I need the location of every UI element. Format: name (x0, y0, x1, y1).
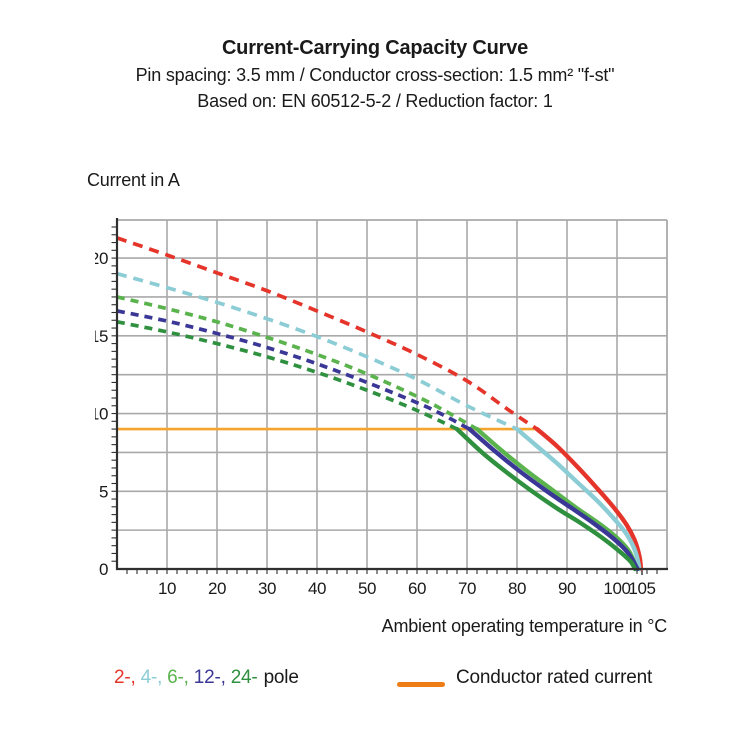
legend-pole-1: 2-, (114, 667, 136, 688)
x-tick-label: 90 (558, 579, 576, 598)
rated-current-line-swatch (397, 682, 445, 687)
legend-pole-items: 2-, 4-, 6-, 12-, 24- (114, 667, 263, 688)
y-tick-label: 15 (95, 327, 108, 346)
x-tick-label: 10 (158, 579, 176, 598)
series-24-pole-dashed (116, 320, 458, 431)
x-tick-label: 40 (308, 579, 326, 598)
y-axis-title: Current in A (87, 170, 180, 190)
x-tick-label: 105 (628, 579, 655, 598)
legend-pole-2: 4-, (140, 667, 163, 688)
series-4-pole-solid (514, 426, 642, 572)
legend-pole-5: 24- (230, 667, 258, 688)
y-tick-label: 10 (95, 405, 108, 424)
y-tick-label: 5 (99, 482, 108, 501)
chart-subtitle-1: Pin spacing: 3.5 mm / Conductor cross-se… (135, 65, 615, 85)
x-tick-label: 100 (603, 579, 630, 598)
series-12-pole-solid (467, 426, 640, 572)
x-tick-label: 20 (208, 579, 226, 598)
series-4-pole-dashed (116, 271, 518, 431)
x-tick-label: 60 (408, 579, 426, 598)
chart-title: Current-Carrying Capacity Curve (221, 37, 529, 59)
series-6-pole-dashed (116, 295, 478, 431)
series-24-pole-solid (454, 426, 638, 572)
series-2-pole-solid (534, 426, 644, 572)
legend-pole-3: 6-, (167, 667, 189, 688)
legend-pole-4: 12-, (193, 667, 226, 688)
x-tick-label: 80 (508, 579, 526, 598)
series-6-pole-solid (474, 426, 639, 572)
series-2-pole-dashed (116, 236, 539, 431)
x-tick-label: 30 (258, 579, 276, 598)
legend-poles: 2-, 4-, 6-, 12-, 24- pole (114, 667, 299, 689)
rated-current-label: Conductor rated current (456, 667, 653, 688)
chart-subtitle-2: Based on: EN 60512-5-2 / Reduction facto… (197, 91, 553, 111)
x-tick-label: 70 (458, 579, 476, 598)
y-tick-label: 0 (99, 560, 108, 579)
chart-header: Current-Carrying Capacity Curve Pin spac… (0, 34, 750, 114)
x-axis-title: Ambient operating temperature in °C (381, 616, 668, 636)
x-tick-label: 50 (358, 579, 376, 598)
y-tick-label: 20 (95, 249, 108, 268)
legend-pole-suffix: pole (263, 667, 299, 688)
